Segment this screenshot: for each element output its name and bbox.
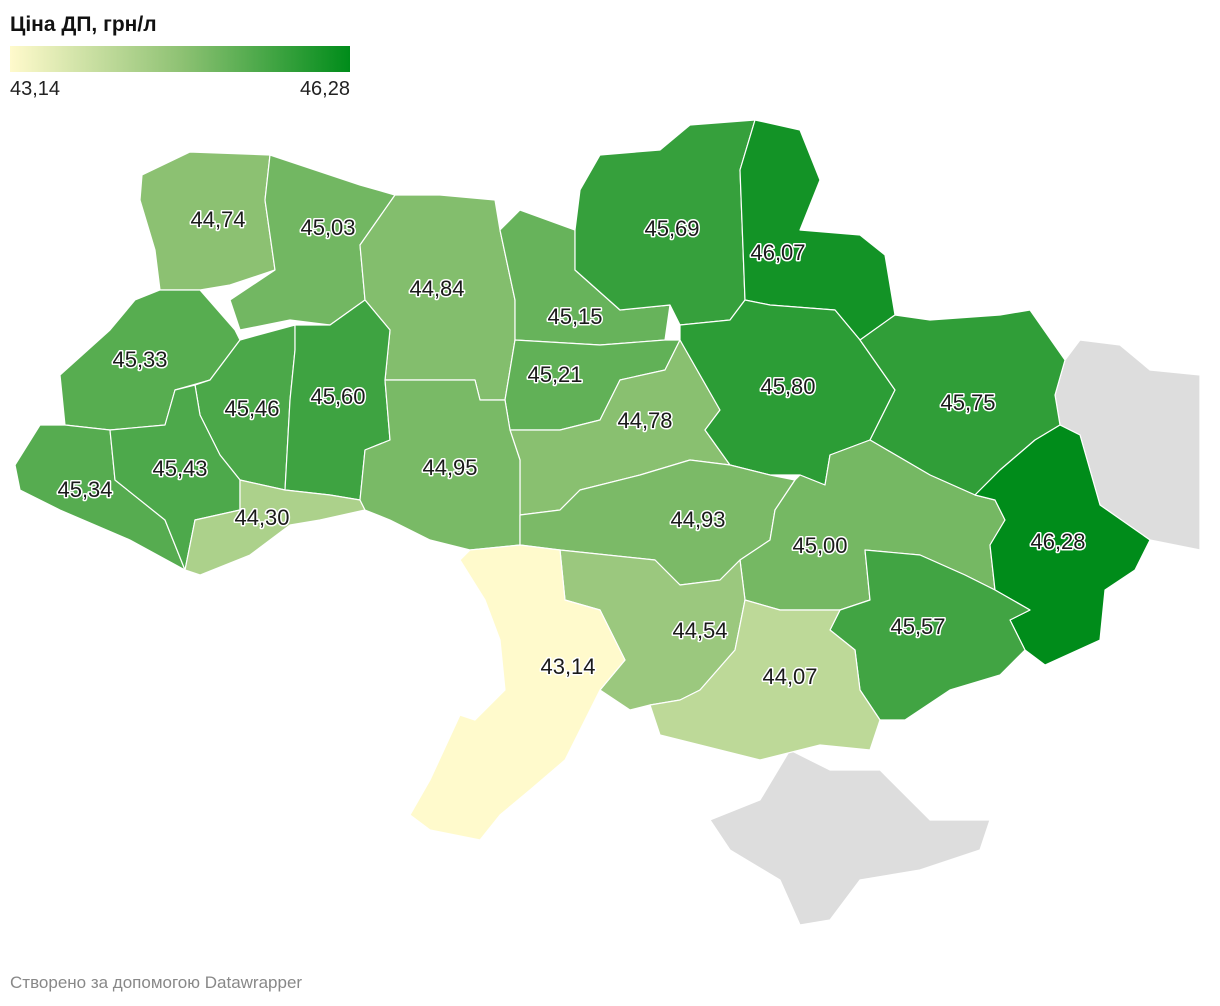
value-label: 45,03	[300, 215, 355, 240]
value-label: 44,74	[190, 207, 245, 232]
region	[229, 154, 396, 331]
regions	[14, 119, 1151, 841]
value-label: 45,34	[57, 477, 112, 502]
value-label: 45,46	[224, 396, 279, 421]
region	[649, 599, 881, 761]
no-data-region	[709, 749, 991, 926]
value-label: 44,30	[234, 505, 289, 530]
value-label: 44,93	[670, 507, 725, 532]
value-label: 45,15	[547, 304, 602, 329]
value-label: 45,33	[112, 347, 167, 372]
value-label: 45,69	[644, 216, 699, 241]
legend-gradient	[10, 46, 350, 72]
value-label: 44,95	[422, 455, 477, 480]
value-label: 45,21	[527, 362, 582, 387]
footer: Створено за допомогою Datawrapper	[10, 973, 302, 992]
map-title: Ціна ДП, грн/л	[10, 13, 157, 36]
region	[184, 479, 366, 576]
value-label: 44,07	[762, 664, 817, 689]
region	[409, 544, 626, 841]
value-label: 44,54	[672, 618, 727, 643]
value-labels: 44,74 45,03 44,84 45,15 45,69 46,07 45,33 45,46…	[56, 205, 1087, 690]
value-label: 45,80	[760, 374, 815, 399]
value-label: 45,57	[890, 614, 945, 639]
value-label: 44,78	[617, 408, 672, 433]
value-label: 43,14	[540, 654, 595, 679]
legend-max: 46,28	[300, 78, 350, 100]
value-label: 45,00	[792, 533, 847, 558]
value-label: 45,60	[310, 384, 365, 409]
value-label: 46,28	[1030, 529, 1085, 554]
region	[139, 151, 276, 291]
legend-min: 43,14	[10, 78, 60, 100]
value-label: 45,43	[152, 456, 207, 481]
value-label: 44,84	[409, 276, 464, 301]
value-label: 46,07	[750, 240, 805, 265]
value-label: 45,75	[940, 390, 995, 415]
